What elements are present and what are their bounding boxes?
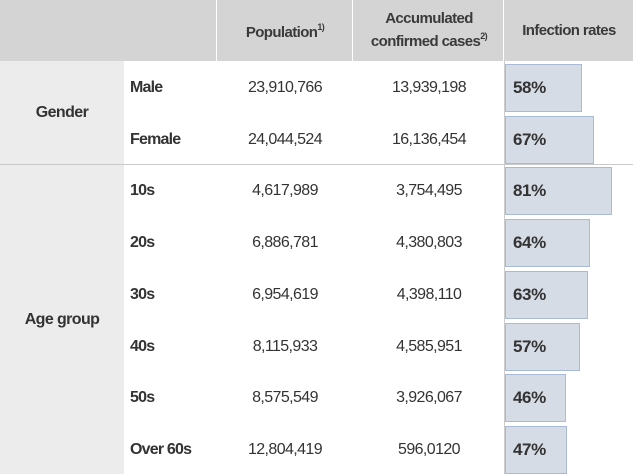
rate-bar (505, 219, 590, 267)
rates-column-divider (504, 61, 505, 474)
header-rates: Infection rates (505, 0, 633, 61)
cases-value: 16,136,454 (391, 131, 467, 148)
rate-bar (505, 323, 580, 371)
rate-bar (505, 167, 612, 215)
rate-label: 64% (513, 233, 546, 252)
cases-value: 596,0120 (398, 441, 461, 458)
row-label: 20s (130, 234, 155, 251)
population-value: 12,804,419 (247, 441, 323, 458)
rate-label: 47% (513, 440, 546, 459)
population-value: 6,886,781 (252, 234, 318, 251)
rate-label: 81% (513, 181, 546, 200)
group-divider (0, 164, 633, 165)
header-rates-label: Infection rates (522, 21, 616, 39)
table-row: 40s 8,115,933 4,585,951 57% (0, 321, 633, 373)
rate-bar (505, 426, 567, 474)
population-value: 6,954,619 (252, 286, 318, 303)
header-cases: Accumulated confirmed cases2) (354, 0, 504, 61)
population-value: 4,617,989 (252, 182, 318, 199)
header-divider (503, 0, 504, 61)
header-cases-line2: confirmed cases (370, 33, 481, 50)
header-population: Population1) (218, 0, 352, 61)
population-value: 8,575,549 (252, 389, 318, 406)
cases-value: 4,398,110 (396, 286, 462, 303)
table-row: Over 60s 12,804,419 596,0120 47% (0, 424, 633, 476)
group-age-label: Age group (24, 310, 100, 328)
row-label: 10s (130, 182, 155, 199)
table-row: 20s 6,886,781 4,380,803 64% (0, 217, 633, 269)
rate-bar (505, 374, 566, 422)
rate-label: 58% (513, 78, 546, 97)
row-label: Male (130, 79, 163, 96)
header-cases-line1: Accumulated (385, 10, 473, 27)
rate-label: 57% (513, 337, 546, 356)
group-gender: Gender (0, 61, 124, 165)
rate-label: 46% (513, 388, 546, 407)
cases-value: 3,926,067 (396, 389, 462, 406)
rate-label: 63% (513, 285, 546, 304)
row-label: Female (130, 131, 181, 148)
population-value: 8,115,933 (252, 338, 318, 355)
table-row: 10s 4,617,989 3,754,495 81% (0, 165, 633, 217)
cases-value: 4,585,951 (396, 338, 462, 355)
cases-value: 3,754,495 (396, 182, 462, 199)
row-label: 40s (130, 338, 155, 355)
group-gender-label: Gender (35, 104, 89, 121)
cases-value: 13,939,198 (391, 79, 467, 96)
population-value: 24,044,524 (247, 131, 323, 148)
cases-value: 4,380,803 (396, 234, 462, 251)
rate-bar (505, 64, 582, 112)
rate-bar (505, 116, 594, 164)
row-label: 50s (130, 389, 155, 406)
header-population-note: 1) (317, 22, 325, 32)
table-row: 30s 6,954,619 4,398,110 63% (0, 269, 633, 321)
row-label: 30s (130, 286, 155, 303)
table-header: Population1) Accumulated confirmed cases… (0, 0, 633, 61)
header-divider (216, 0, 217, 61)
header-divider (352, 0, 353, 61)
table-row: 50s 8,575,549 3,926,067 46% (0, 372, 633, 424)
rate-bar (505, 271, 588, 319)
group-age: Age group (0, 165, 124, 474)
table-row: Female 24,044,524 16,136,454 67% (0, 114, 633, 166)
population-value: 23,910,766 (247, 79, 323, 96)
header-cases-note: 2) (480, 31, 488, 41)
header-population-label: Population (245, 24, 318, 41)
row-label: Over 60s (130, 441, 192, 458)
table-row: Male 23,910,766 13,939,198 58% (0, 62, 633, 114)
rate-label: 67% (513, 130, 546, 149)
